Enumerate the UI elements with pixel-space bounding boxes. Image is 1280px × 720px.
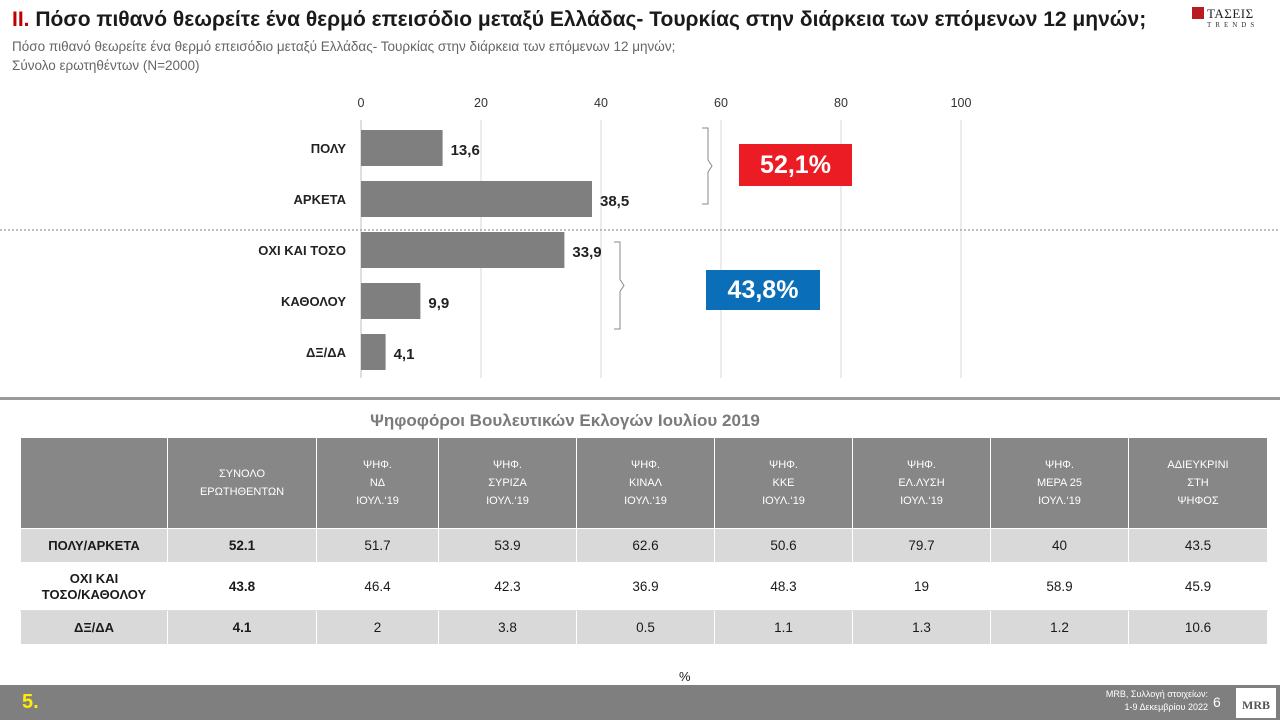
bracket-likely	[702, 127, 713, 205]
value-cell: 51.7	[316, 528, 439, 563]
row-label: ΔΞ/ΔΑ	[20, 610, 168, 645]
value-cell: 43.5	[1128, 528, 1268, 563]
category-label: ΟΧΙ ΚΑΙ ΤΟΣΟ	[258, 243, 346, 258]
title-number: II.	[12, 8, 30, 31]
category-label: ΔΞ/ΔΑ	[306, 345, 347, 360]
table-header-cell: ΨΗΦ. ΝΔ ΙΟΥΛ.‘19	[316, 437, 439, 529]
value-cell: 42.3	[438, 562, 577, 611]
section-divider	[0, 397, 1280, 400]
row-label: ΟΧΙ ΚΑΙ ΤΟΣΟ/ΚΑΘΟΛΟΥ	[20, 562, 168, 611]
table-header-cell: ΨΗΦ. ΚΙΝΑΛ ΙΟΥΛ.‘19	[576, 437, 715, 529]
value-cell: 48.3	[714, 562, 853, 611]
value-cell: 2	[316, 610, 439, 645]
value-cell: 58.9	[990, 562, 1129, 611]
value-cell: 45.9	[1128, 562, 1268, 611]
source-line-2: 1-9 Δεκεμβρίου 2022	[1124, 702, 1208, 712]
footer-bar: 5. MRB, Συλλογή στοιχείων: 1-9 Δεκεμβρίο…	[0, 685, 1280, 720]
table-header-cell: ΨΗΦ. ΣΥΡΙΖΑ ΙΟΥΛ.‘19	[438, 437, 577, 529]
value-cell: 79.7	[852, 528, 991, 563]
bar	[361, 232, 565, 268]
value-label: 9,9	[428, 295, 449, 312]
category-label: ΑΡΚΕΤΑ	[294, 192, 347, 207]
table-title: Ψηφοφόροι Βουλευτικών Εκλογών Ιουλίου 20…	[370, 411, 760, 430]
logo-name: ΤΑΣΕΙΣ	[1207, 6, 1254, 21]
value-cell: 46.4	[316, 562, 439, 611]
value-label: 38,5	[600, 193, 629, 210]
bar-chart: 0 20 40 60 80 100 ΠΟΛΥ 13,6 ΑΡΚΕΤΑ 38,5 ΟΧΙ ΚΑΙ ΤΟ…	[0, 96, 1280, 378]
value-cell: 40	[990, 528, 1129, 563]
crosstab-table: ΣΥΝΟΛΟ ΕΡΩΤΗΘΕΝΤΩΝ ΨΗΦ. ΝΔ ΙΟΥΛ.‘19 ΨΗΦ. ΣΥΡΙΖ…	[20, 437, 1268, 645]
value-label: 33,9	[572, 244, 601, 261]
page-number: 6	[1213, 694, 1221, 710]
table-header-cell: ΣΥΝΟΛΟ ΕΡΩΤΗΘΕΝΤΩΝ	[167, 437, 317, 529]
table-header-cell: ΨΗΦ. ΕΛ.ΛΥΣΗ ΙΟΥΛ.‘19	[852, 437, 991, 529]
page-title: II. Πόσο πιθανό θεωρείτε ένα θερμό επεισ…	[12, 8, 1146, 32]
subtitle-block: Πόσο πιθανό θεωρείτε ένα θερμό επεισόδιο…	[12, 37, 675, 75]
group-badge-likely: 52,1%	[739, 144, 852, 186]
table-header-cell: ΨΗΦ. ΜΕΡΑ 25 ΙΟΥΛ.‘19	[990, 437, 1129, 529]
logo-sub: TRENDS	[1207, 21, 1259, 29]
table-header-cell: ΨΗΦ. ΚΚΕ ΙΟΥΛ.‘19	[714, 437, 853, 529]
value-cell: 1.2	[990, 610, 1129, 645]
table-header-cell: ΑΔΙΕΥΚΡΙΝΙ ΣΤΗ ΨΗΦΟΣ	[1128, 437, 1268, 529]
table-header-corner	[20, 437, 168, 529]
total-cell: 52.1	[167, 528, 317, 563]
value-cell: 10.6	[1128, 610, 1268, 645]
category-label: ΚΑΘΟΛΟΥ	[281, 294, 346, 309]
table-header-row: ΣΥΝΟΛΟ ΕΡΩΤΗΘΕΝΤΩΝ ΨΗΦ. ΝΔ ΙΟΥΛ.‘19 ΨΗΦ. ΣΥΡΙΖ…	[20, 437, 1268, 529]
value-cell: 36.9	[576, 562, 715, 611]
group-badge-unlikely: 43,8%	[706, 270, 820, 310]
subtitle-base: Σύνολο ερωτηθέντων (N=2000)	[12, 58, 200, 73]
bar	[361, 181, 592, 217]
table-row: ΔΞ/ΔΑ 4.1 2 3.8 0.5 1.1 1.3 1.2 10.6	[20, 610, 1268, 645]
table-row: ΟΧΙ ΚΑΙ ΤΟΣΟ/ΚΑΘΟΛΟΥ 43.8 46.4 42.3 36.9 48.3 1…	[20, 562, 1268, 611]
x-tick-label: 100	[951, 96, 972, 110]
value-label: 4,1	[394, 346, 415, 363]
x-tick-label: 40	[594, 96, 608, 110]
total-cell: 43.8	[167, 562, 317, 611]
tasis-logo: ΤΑΣΕΙΣ TRENDS	[1192, 6, 1268, 32]
value-cell: 1.3	[852, 610, 991, 645]
value-cell: 0.5	[576, 610, 715, 645]
value-cell: 50.6	[714, 528, 853, 563]
page-marker: 5.	[22, 691, 39, 713]
value-cell: 3.8	[438, 610, 577, 645]
value-cell: 1.1	[714, 610, 853, 645]
row-label: ΠΟΛΥ/ΑΡΚΕΤΑ	[20, 528, 168, 563]
value-cell: 62.6	[576, 528, 715, 563]
mrb-logo: MRB	[1236, 688, 1276, 718]
x-tick-label: 80	[834, 96, 848, 110]
category-label: ΠΟΛΥ	[311, 141, 347, 156]
source-note: MRB, Συλλογή στοιχείων: 1-9 Δεκεμβρίου 2…	[1106, 688, 1208, 714]
value-cell: 19	[852, 562, 991, 611]
x-tick-label: 0	[358, 96, 365, 110]
mrb-logo-text: MRB	[1242, 698, 1270, 712]
bar	[361, 283, 421, 319]
source-line-1: MRB, Συλλογή στοιχείων:	[1105, 689, 1208, 699]
bar	[361, 334, 386, 370]
value-label: 13,6	[451, 142, 480, 159]
logo-mark-icon	[1192, 7, 1204, 19]
bar	[361, 130, 443, 166]
total-cell: 4.1	[167, 610, 317, 645]
table-row: ΠΟΛΥ/ΑΡΚΕΤΑ 52.1 51.7 53.9 62.6 50.6 79.7 40 43.…	[20, 528, 1268, 563]
bracket-unlikely	[614, 241, 625, 330]
unit-label: %	[679, 669, 691, 684]
value-cell: 53.9	[438, 528, 577, 563]
title-text: Πόσο πιθανό θεωρείτε ένα θερμό επεισόδιο…	[35, 8, 1147, 31]
x-tick-label: 20	[474, 96, 488, 110]
x-tick-label: 60	[714, 96, 728, 110]
subtitle-question: Πόσο πιθανό θεωρείτε ένα θερμό επεισόδιο…	[12, 39, 676, 54]
